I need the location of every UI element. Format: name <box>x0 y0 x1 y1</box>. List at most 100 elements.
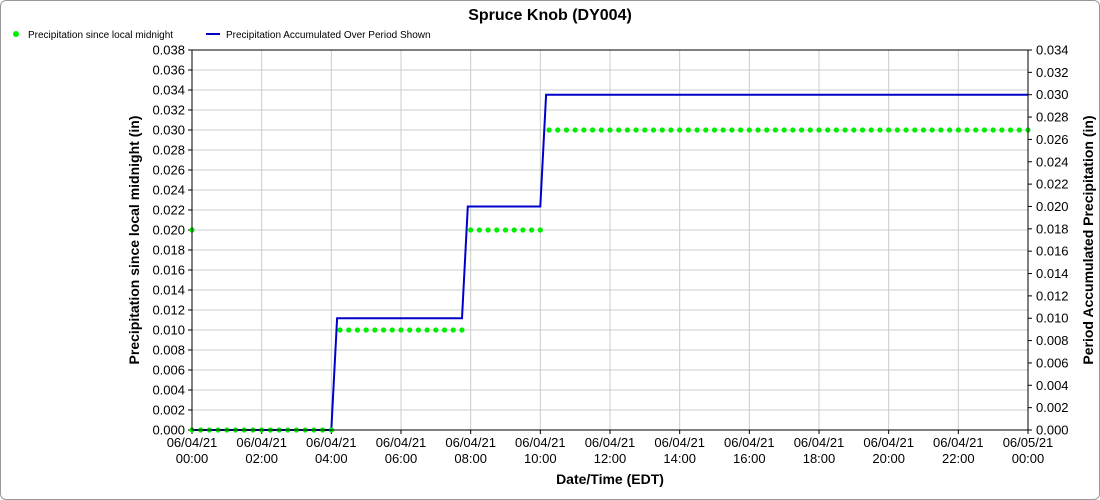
left-axis-ticks: 0.000 0.002 0.004 0.006 0.008 0.010 0.012 0.014… <box>152 43 192 438</box>
x-tick-time: 10:00 <box>524 451 557 466</box>
legend-marker-midnight <box>13 31 19 37</box>
x-tick-date: 06/04/21 <box>306 435 357 450</box>
scatter-point <box>842 127 848 133</box>
scatter-point <box>981 127 988 133</box>
legend: Precipitation since local midnight Preci… <box>13 30 431 41</box>
scatter-point <box>903 127 909 133</box>
series-line-period-accumulated <box>192 93 1028 431</box>
right-tick-label: 0.000 <box>1036 423 1069 438</box>
scatter-point <box>703 127 709 133</box>
scatter-point <box>894 127 900 133</box>
scatter-point <box>1007 127 1014 133</box>
right-tick-label: 0.026 <box>1036 132 1069 147</box>
scatter-point <box>589 127 596 133</box>
scatter-point <box>441 327 448 333</box>
x-tick-time: 16:00 <box>733 451 766 466</box>
left-tick-label: 0.008 <box>152 343 185 358</box>
scatter-point <box>476 227 482 233</box>
scatter-point <box>877 127 883 133</box>
x-axis-ticks: 06/04/2100:0006/04/2102:0006/04/2104:000… <box>167 430 1053 466</box>
x-tick-date: 06/04/21 <box>863 435 914 450</box>
scatter-point <box>650 127 657 133</box>
scatter-point <box>546 127 552 133</box>
scatter-point <box>868 127 874 133</box>
scatter-point <box>450 327 456 333</box>
scatter-point <box>555 127 561 133</box>
legend-label-midnight: Precipitation since local midnight <box>28 30 173 41</box>
scatter-point <box>581 127 587 133</box>
left-tick-label: 0.002 <box>152 403 185 418</box>
right-tick-label: 0.006 <box>1036 355 1069 370</box>
scatter-point <box>659 127 665 133</box>
plot-border <box>191 49 1029 431</box>
x-tick-date: 06/04/21 <box>167 435 218 450</box>
right-axis-ticks: 0.000 0.002 0.004 0.006 0.008 0.010 0.012 0.014… <box>1028 43 1069 438</box>
x-tick-time: 14:00 <box>663 451 696 466</box>
left-tick-label: 0.010 <box>152 323 185 338</box>
right-tick-label: 0.030 <box>1036 87 1069 102</box>
scatter-point <box>389 327 395 333</box>
scatter-point <box>337 327 343 333</box>
legend-label-period: Precipitation Accumulated Over Period Sh… <box>226 30 431 41</box>
scatter-point <box>886 127 892 133</box>
x-tick-date: 06/04/21 <box>654 435 705 450</box>
x-tick-time: 18:00 <box>803 451 836 466</box>
left-tick-label: 0.020 <box>152 223 185 238</box>
scatter-point <box>598 127 604 133</box>
left-axis-label: Precipitation since local midnight (in) <box>126 116 142 365</box>
right-tick-label: 0.008 <box>1036 333 1069 348</box>
scatter-point <box>694 127 700 133</box>
left-tick-label: 0.012 <box>152 303 185 318</box>
left-tick-label: 0.028 <box>152 143 185 158</box>
left-tick-label: 0.024 <box>152 183 185 198</box>
chart-title: Spruce Knob (DY004) <box>468 7 632 24</box>
left-tick-label: 0.034 <box>152 83 185 98</box>
left-tick-label: 0.032 <box>152 103 185 118</box>
scatter-point <box>511 227 517 233</box>
scatter-point <box>572 127 578 133</box>
series-area <box>189 93 1031 433</box>
right-tick-label: 0.032 <box>1036 65 1069 80</box>
scatter-point <box>415 327 422 333</box>
x-tick-time: 08:00 <box>454 451 487 466</box>
scatter-point <box>973 127 979 133</box>
x-tick-time: 04:00 <box>315 451 348 466</box>
scatter-point <box>633 127 639 133</box>
x-tick-date: 06/04/21 <box>445 435 496 450</box>
scatter-point <box>685 127 691 133</box>
scatter-point <box>363 327 369 333</box>
scatter-point <box>407 327 413 333</box>
scatter-point <box>825 127 831 133</box>
left-tick-label: 0.036 <box>152 63 185 78</box>
scatter-point <box>424 327 430 333</box>
scatter-point <box>485 227 491 233</box>
scatter-point <box>433 327 439 333</box>
scatter-point <box>990 127 996 133</box>
right-tick-label: 0.002 <box>1036 400 1069 415</box>
left-tick-label: 0.014 <box>152 283 185 298</box>
scatter-point <box>920 127 927 133</box>
scatter-point <box>372 327 378 333</box>
scatter-point <box>607 127 613 133</box>
scatter-point <box>624 127 631 133</box>
scatter-point <box>380 327 387 333</box>
scatter-point <box>833 127 840 133</box>
x-tick-time: 02:00 <box>245 451 278 466</box>
scatter-point <box>642 127 648 133</box>
right-tick-label: 0.014 <box>1036 266 1069 281</box>
scatter-point <box>851 127 857 133</box>
left-tick-label: 0.004 <box>152 383 185 398</box>
right-tick-label: 0.012 <box>1036 288 1069 303</box>
scatter-point <box>929 127 935 133</box>
left-tick-label: 0.000 <box>152 423 185 438</box>
scatter-point <box>755 127 761 133</box>
scatter-point <box>947 127 953 133</box>
scatter-point <box>859 127 866 133</box>
scatter-point <box>738 127 744 133</box>
scatter-point <box>999 127 1005 133</box>
scatter-point <box>494 227 500 233</box>
scatter-point <box>798 127 805 133</box>
scatter-point <box>781 127 787 133</box>
x-tick-date: 06/04/21 <box>794 435 845 450</box>
